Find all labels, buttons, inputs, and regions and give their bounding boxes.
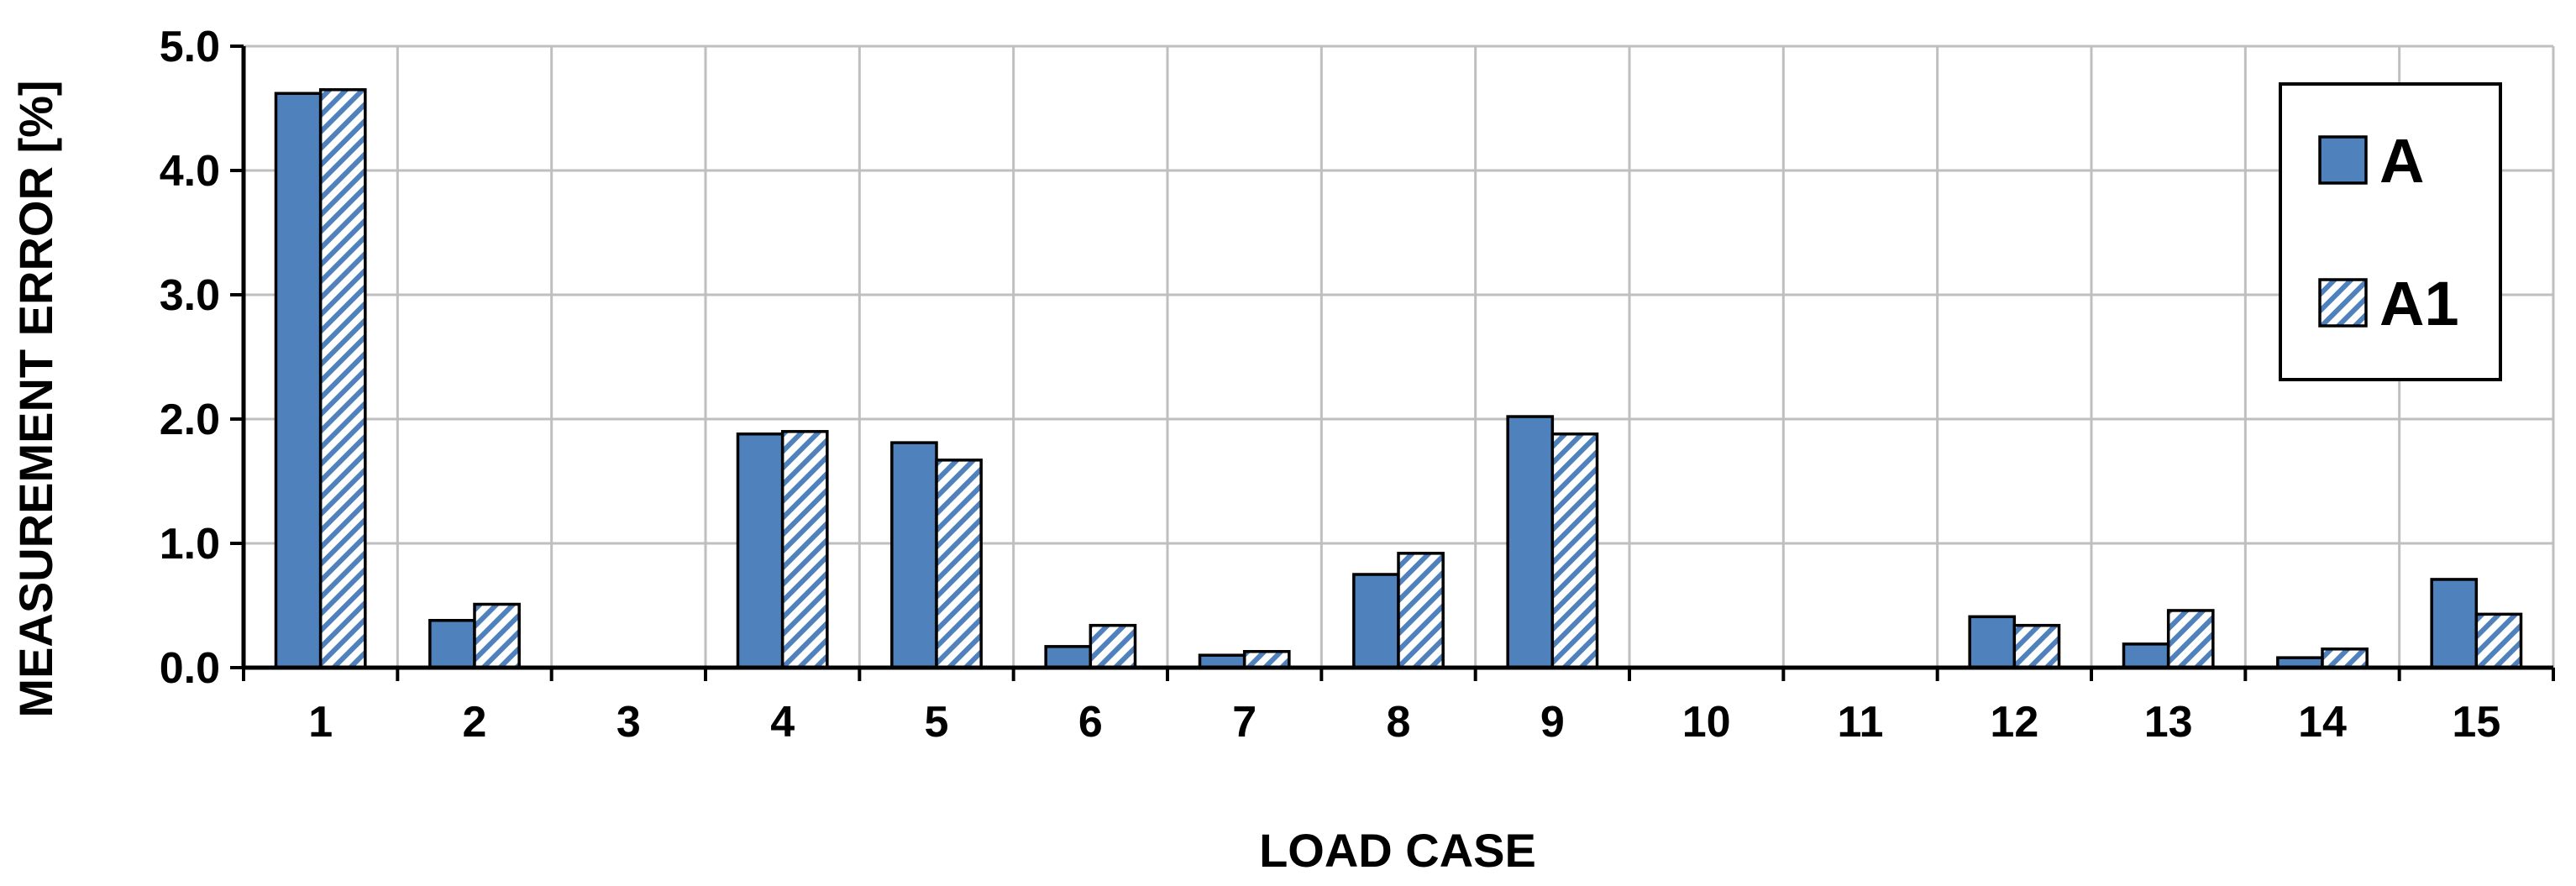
bar-a-2	[428, 619, 476, 669]
bar-a1-15	[2474, 612, 2523, 669]
bar-a1-8	[1397, 552, 1445, 669]
legend-label-a: A	[2379, 126, 2424, 196]
y-axis-title: MEASUREMENT ERROR [%]	[9, 80, 62, 717]
x-tick-label-11: 11	[1838, 698, 1884, 747]
x-tick-label-1: 1	[308, 698, 333, 747]
y-tick-label-4: 4.0	[160, 147, 220, 196]
x-tick-label-7: 7	[1232, 698, 1257, 747]
x-tick-label-13: 13	[2144, 698, 2193, 747]
x-tick-label-3: 3	[616, 698, 641, 747]
bar-a1-6	[1089, 623, 1137, 669]
bar-a-9	[1506, 415, 1555, 669]
bar-a1-2	[473, 602, 521, 669]
x-tick-label-5: 5	[925, 698, 949, 747]
x-tick-label-14: 14	[2298, 698, 2347, 747]
legend: A A1	[2279, 82, 2502, 381]
bar-a1-7	[1242, 650, 1291, 669]
legend-label-a1: A1	[2379, 269, 2459, 338]
bar-a-13	[2122, 642, 2170, 669]
bar-a-1	[274, 92, 323, 669]
y-tick-label-2: 2.0	[160, 396, 220, 444]
x-tick-label-8: 8	[1387, 698, 1411, 747]
bar-a-6	[1044, 645, 1093, 669]
x-tick-label-10: 10	[1682, 698, 1731, 747]
bar-a1-9	[1550, 433, 1599, 669]
bar-a1-5	[935, 459, 983, 669]
x-axis-title: LOAD CASE	[1259, 824, 1536, 877]
bar-a-5	[890, 441, 938, 669]
y-tick-label-0: 0.0	[160, 644, 220, 693]
legend-box	[2279, 82, 2502, 381]
legend-swatch-a	[2318, 135, 2368, 185]
axes	[230, 45, 2555, 681]
x-tick-label-15: 15	[2452, 698, 2500, 747]
bar-a1-12	[2012, 623, 2061, 669]
bar-a1-1	[318, 88, 367, 669]
x-tick-label-4: 4	[770, 698, 795, 747]
legend-swatch-a1	[2318, 278, 2368, 328]
x-tick-label-2: 2	[463, 698, 487, 747]
bar-a-15	[2430, 578, 2479, 669]
x-tick-label-12: 12	[1990, 698, 2038, 747]
y-tick-label-1: 1.0	[160, 520, 220, 569]
bar-a1-4	[780, 430, 829, 669]
bar-a-4	[736, 433, 784, 669]
y-tick-label-3: 3.0	[160, 271, 220, 320]
x-tick-label-9: 9	[1540, 698, 1565, 747]
bar-a-12	[1968, 615, 2017, 669]
bar-a1-13	[2166, 609, 2215, 669]
bars	[274, 88, 2523, 669]
tick-labels: 0.01.02.03.04.05.01 2 3 4 5 6 7 8 9 10 11 12 13 14 15	[160, 23, 2501, 747]
x-tick-label-6: 6	[1078, 698, 1103, 747]
bar-a1-14	[2321, 647, 2369, 669]
grid	[244, 45, 2555, 668]
bar-a-8	[1352, 573, 1400, 669]
y-tick-label-5: 5.0	[160, 23, 220, 71]
